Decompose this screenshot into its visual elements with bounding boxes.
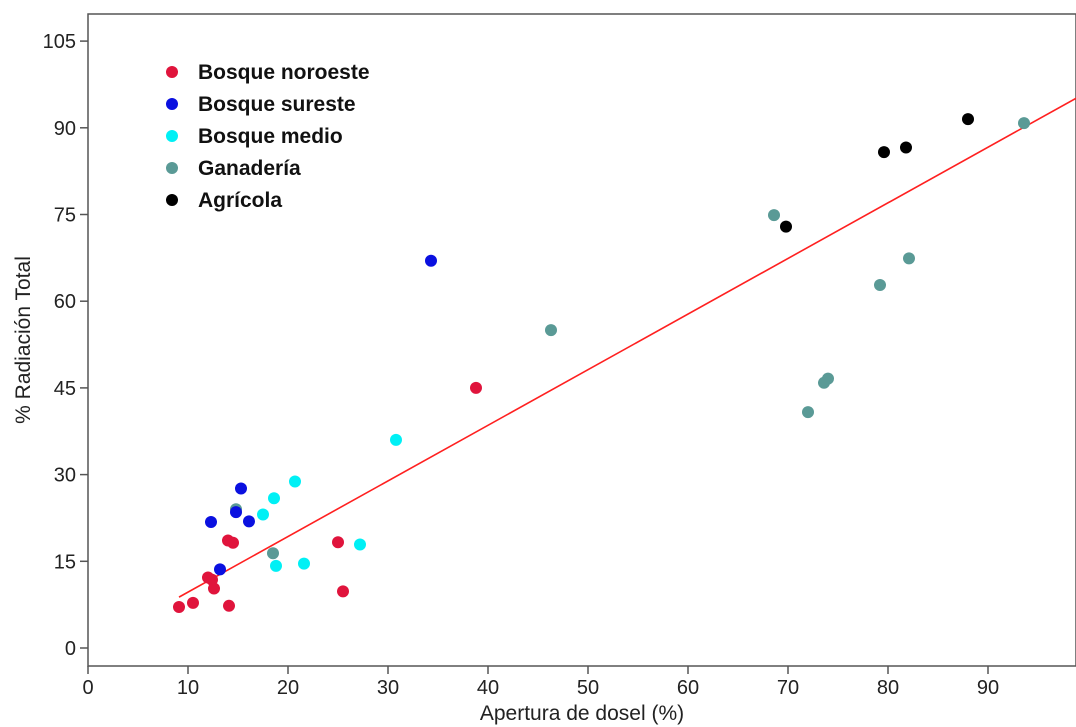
x-tick-label: 20 (277, 677, 299, 699)
data-point (802, 406, 814, 419)
data-point (227, 536, 239, 549)
data-point (337, 585, 349, 598)
data-point (289, 475, 301, 488)
x-tick-label: 90 (977, 677, 999, 699)
data-point (822, 372, 834, 385)
y-tick-label: 30 (54, 465, 76, 487)
legend-marker (166, 130, 178, 142)
legend-label: Agrícola (198, 189, 282, 212)
x-tick-label: 70 (777, 677, 799, 699)
y-tick-label: 105 (43, 31, 76, 53)
data-point (470, 381, 482, 394)
legend-label: Bosque medio (198, 125, 343, 148)
data-point (270, 559, 282, 572)
data-point (267, 547, 279, 560)
data-point (878, 146, 890, 159)
data-point (235, 482, 247, 495)
x-tick-label: 30 (377, 677, 399, 699)
data-point (223, 599, 235, 612)
x-tick-label: 10 (177, 677, 199, 699)
data-point (545, 324, 557, 337)
legend-marker (166, 66, 178, 78)
data-point (173, 600, 185, 613)
data-point (268, 492, 280, 505)
legend-label: Ganadería (198, 157, 301, 180)
legend-marker (166, 194, 178, 206)
data-point (332, 536, 344, 549)
data-point (208, 582, 220, 595)
y-tick-label: 90 (54, 118, 76, 140)
y-axis-title: % Radiación Total (12, 256, 35, 424)
data-point (243, 515, 255, 528)
data-point (214, 563, 226, 576)
legend-marker (166, 98, 178, 110)
data-point (874, 279, 886, 292)
data-point (962, 113, 974, 126)
x-tick-label: 40 (477, 677, 499, 699)
y-tick-label: 45 (54, 378, 76, 400)
data-point (903, 252, 915, 265)
data-point (257, 508, 269, 521)
legend-label: Bosque sureste (198, 93, 356, 116)
x-tick-label: 80 (877, 677, 899, 699)
x-tick-label: 60 (677, 677, 699, 699)
y-tick-label: 15 (54, 551, 76, 573)
data-point (187, 596, 199, 609)
legend: Bosque noroeste Bosque sureste Bosque medi… (166, 61, 370, 212)
x-tick-label: 50 (577, 677, 599, 699)
regression-line (178, 97, 1076, 598)
legend-label: Bosque noroeste (198, 61, 370, 84)
data-point (205, 515, 217, 528)
data-point (298, 557, 310, 570)
x-tick-label: 0 (82, 677, 93, 699)
data-point (425, 254, 437, 267)
data-point (768, 209, 780, 222)
data-point (390, 433, 402, 446)
plot-frame (87, 13, 1076, 667)
fit-line-layer (178, 97, 1076, 598)
y-tick-label: 75 (54, 205, 76, 227)
x-axis-title: Apertura de dosel (%) (480, 702, 684, 725)
data-point (354, 538, 366, 551)
data-points (173, 113, 1030, 613)
data-point (1018, 117, 1030, 130)
data-point (230, 506, 242, 519)
data-point (780, 220, 792, 233)
legend-marker (166, 162, 178, 174)
axis-ticks: 0 10 20 30 40 50 60 70 80 90 0 15 30 45 60 75 90 105 (43, 31, 1000, 699)
data-point (900, 141, 912, 154)
y-tick-label: 60 (54, 291, 76, 313)
y-tick-label: 0 (65, 638, 76, 660)
